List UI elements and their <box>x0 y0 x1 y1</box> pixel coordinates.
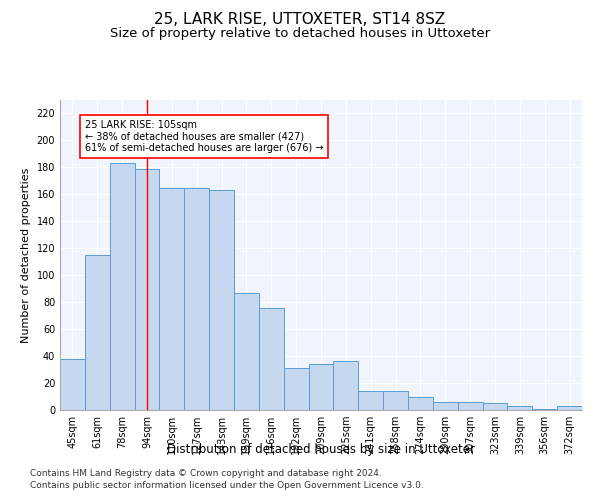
Bar <box>160 188 184 410</box>
Text: 25, LARK RISE, UTTOXETER, ST14 8SZ: 25, LARK RISE, UTTOXETER, ST14 8SZ <box>154 12 446 28</box>
Bar <box>308 364 334 410</box>
Bar <box>408 396 433 410</box>
Bar <box>458 402 482 410</box>
Bar <box>134 168 160 410</box>
Bar <box>110 164 134 410</box>
Text: Distribution of detached houses by size in Uttoxeter: Distribution of detached houses by size … <box>167 442 475 456</box>
Bar <box>557 406 582 410</box>
Text: Contains public sector information licensed under the Open Government Licence v3: Contains public sector information licen… <box>30 481 424 490</box>
Bar <box>532 408 557 410</box>
Bar <box>184 188 209 410</box>
Y-axis label: Number of detached properties: Number of detached properties <box>21 168 31 342</box>
Bar <box>284 368 308 410</box>
Bar <box>209 190 234 410</box>
Bar <box>234 292 259 410</box>
Bar <box>259 308 284 410</box>
Text: Size of property relative to detached houses in Uttoxeter: Size of property relative to detached ho… <box>110 28 490 40</box>
Bar <box>60 359 85 410</box>
Bar <box>358 391 383 410</box>
Bar <box>334 362 358 410</box>
Bar <box>433 402 458 410</box>
Bar <box>482 404 508 410</box>
Bar <box>85 255 110 410</box>
Text: 25 LARK RISE: 105sqm
← 38% of detached houses are smaller (427)
61% of semi-deta: 25 LARK RISE: 105sqm ← 38% of detached h… <box>85 120 323 154</box>
Text: Contains HM Land Registry data © Crown copyright and database right 2024.: Contains HM Land Registry data © Crown c… <box>30 468 382 477</box>
Bar <box>383 391 408 410</box>
Bar <box>508 406 532 410</box>
